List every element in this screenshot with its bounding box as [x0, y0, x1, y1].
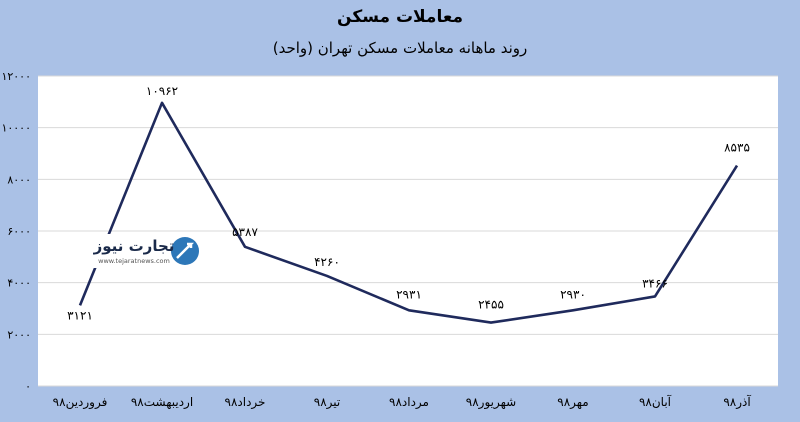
data-label: ۳۱۲۱ — [67, 308, 93, 322]
x-tick-label: شهریور۹۸ — [466, 395, 516, 410]
logo-arrow-icon — [176, 242, 195, 259]
data-label: ۴۲۶۰ — [314, 255, 340, 269]
data-label: ۲۹۳۰ — [560, 287, 586, 301]
x-axis-ticks: فروردین۹۸ اردیبهشت۹۸ خرداد۹۸ تیر۹۸ مرداد۹۸ شه… — [53, 394, 752, 410]
x-tick-label: فروردین۹۸ — [53, 395, 108, 410]
y-tick-label: ۰ — [25, 380, 31, 393]
watermark-brand: تجارت نیوز — [93, 237, 175, 255]
x-tick-label: مرداد۹۸ — [389, 395, 429, 410]
grid-lines — [38, 75, 778, 387]
y-tick-label: ۴۰۰۰ — [7, 277, 31, 290]
data-label: ۲۹۳۱ — [396, 287, 422, 301]
watermark-logo: تجارت نیوز www.tejaratnews.com — [84, 234, 202, 268]
y-tick-label: ۱۰۰۰۰ — [1, 122, 31, 135]
x-tick-label: خرداد۹۸ — [225, 395, 266, 410]
y-tick-label: ۱۲۰۰۰ — [1, 70, 31, 83]
x-tick-label: اردیبهشت۹۸ — [131, 395, 193, 410]
data-labels: ۳۱۲۱ ۱۰۹۶۲ ۵۳۸۷ ۴۲۶۰ ۲۹۳۱ ۲۴۵۵ ۲۹۳۰ ۳۴۶۶ ۸۵۳۵ — [67, 84, 750, 323]
y-tick-label: ۸۰۰۰ — [7, 173, 31, 186]
y-axis-ticks: ۰ ۲۰۰۰ ۴۰۰۰ ۶۰۰۰ ۸۰۰۰ ۱۰۰۰۰ ۱۲۰۰۰ — [1, 70, 31, 393]
chart-title: معاملات مسکن — [337, 7, 463, 27]
x-tick-label: تیر۹۸ — [314, 395, 340, 410]
x-tick-label: مهر۹۸ — [557, 395, 588, 410]
watermark-url: www.tejaratnews.com — [98, 257, 170, 265]
y-tick-label: ۲۰۰۰ — [7, 328, 31, 341]
chart-subtitle: روند ماهانه معاملات مسکن تهران (واحد) — [273, 39, 528, 57]
x-tick-label: آذر۹۸ — [723, 394, 751, 410]
x-tick-label: آبان۹۸ — [639, 394, 672, 409]
y-tick-label: ۶۰۰۰ — [7, 225, 31, 238]
series-line — [78, 101, 739, 324]
data-label: ۲۴۵۵ — [478, 298, 504, 312]
data-label: ۵۳۸۷ — [232, 225, 258, 239]
data-label: ۱۰۹۶۲ — [146, 84, 178, 98]
data-label: ۸۵۳۵ — [724, 141, 750, 155]
data-label: ۳۴۶۶ — [642, 276, 668, 290]
